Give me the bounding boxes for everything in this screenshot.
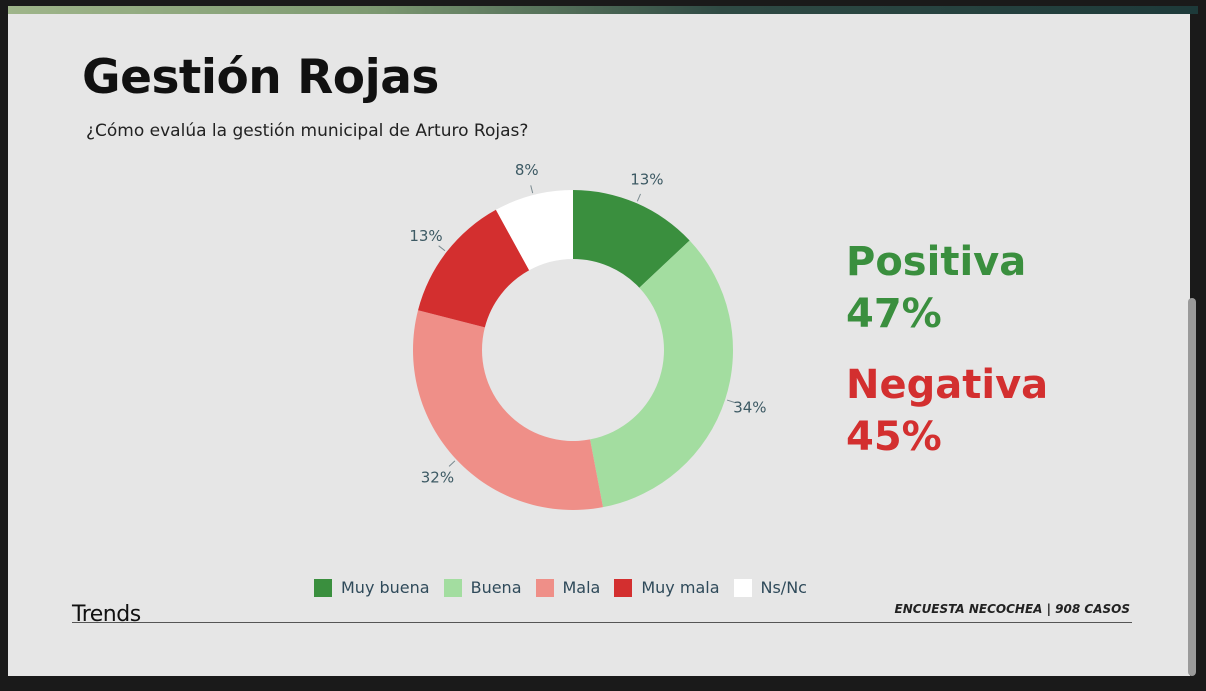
- chart-legend: Muy buena Buena Mala Muy mala Ns/Nc: [314, 578, 807, 597]
- slide: Gestión Rojas ¿Cómo evalúa la gestión mu…: [8, 14, 1190, 676]
- negative-summary: Negativa 45%: [846, 359, 1048, 463]
- page-subtitle: ¿Cómo evalúa la gestión municipal de Art…: [86, 121, 529, 141]
- legend-item: Ns/Nc: [733, 578, 807, 597]
- slice-label: 34%: [733, 398, 766, 416]
- legend-item: Mala: [535, 578, 601, 597]
- donut-slice-ns-nc: [495, 190, 573, 271]
- legend-swatch: [614, 578, 633, 597]
- legend-item: Buena: [443, 578, 522, 597]
- slice-label: 13%: [409, 227, 442, 245]
- donut-chart: 13% 34% 32% 13% 8%: [409, 161, 767, 510]
- legend-label: Ns/Nc: [760, 578, 807, 597]
- page-title: Gestión Rojas: [82, 50, 439, 105]
- legend-swatch: [443, 578, 462, 597]
- legend-label: Muy buena: [341, 578, 430, 597]
- slice-leader-line: [530, 185, 534, 194]
- slice-leader-line: [636, 193, 641, 202]
- donut-slice-muy-buena: [573, 190, 690, 288]
- legend-item: Muy mala: [614, 578, 720, 597]
- slice-label: 32%: [421, 468, 454, 486]
- slice-leader-line: [438, 245, 446, 252]
- survey-note: ENCUESTA NECOCHEA | 908 CASOS: [894, 602, 1130, 616]
- scrollbar[interactable]: [1188, 298, 1196, 676]
- donut-slice-buena: [590, 240, 734, 508]
- positive-label: Positiva: [846, 239, 1027, 285]
- top-accent-bar: [8, 6, 1198, 14]
- legend-item: Muy buena: [314, 578, 430, 597]
- slice-label: 13%: [630, 170, 663, 188]
- legend-label: Muy mala: [641, 578, 720, 597]
- legend-swatch: [733, 578, 752, 597]
- footer-divider: [72, 622, 1132, 623]
- legend-label: Mala: [562, 578, 601, 597]
- donut-slice-muy-mala: [418, 209, 530, 328]
- legend-swatch: [314, 578, 332, 597]
- legend-label: Buena: [470, 578, 522, 597]
- slice-label: 8%: [515, 161, 539, 179]
- negative-value: 45%: [846, 414, 942, 460]
- brand-logo: Trends: [72, 602, 141, 627]
- positive-summary: Positiva 47%: [846, 236, 1026, 340]
- slice-leader-line: [448, 460, 456, 467]
- negative-label: Negativa: [846, 362, 1049, 408]
- donut-slice-mala: [413, 310, 603, 510]
- positive-value: 47%: [846, 291, 942, 337]
- slice-leader-line: [726, 399, 735, 404]
- legend-swatch: [535, 578, 554, 597]
